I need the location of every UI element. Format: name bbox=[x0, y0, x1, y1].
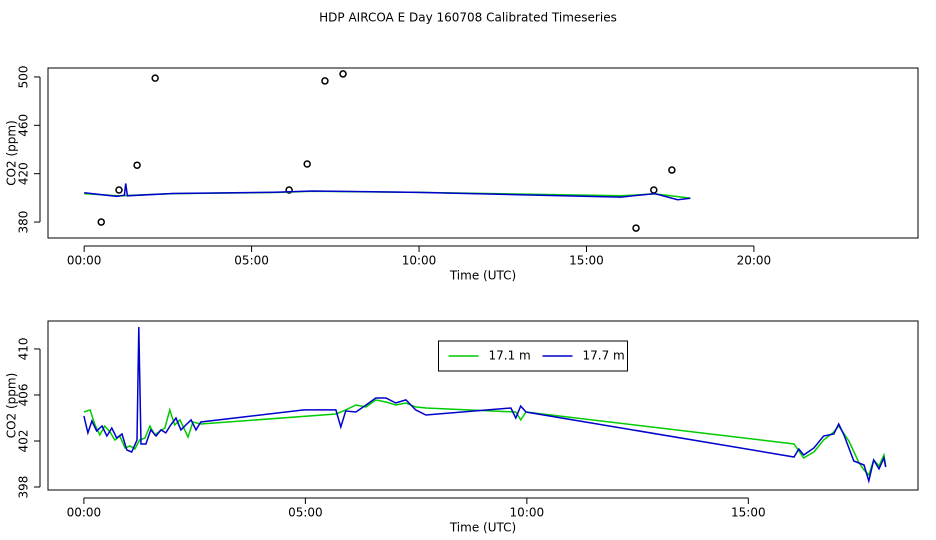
point bbox=[303, 160, 311, 168]
chart-title: HDP AIRCOA E Day 160708 Calibrated Times… bbox=[319, 11, 617, 25]
y-tick-label: 402 bbox=[17, 430, 31, 453]
x-tick-label: 05:00 bbox=[234, 254, 269, 268]
x-tick-label: 05:00 bbox=[288, 506, 323, 520]
point bbox=[133, 161, 141, 169]
x-tick-label: 10:00 bbox=[510, 506, 545, 520]
point bbox=[339, 70, 347, 78]
x-tick-label: 15:00 bbox=[731, 506, 766, 520]
legend-label: 17.7 m bbox=[583, 349, 625, 363]
legend-label: 17.1 m bbox=[489, 349, 531, 363]
y-tick-label: 410 bbox=[17, 338, 31, 361]
x-tick-label: 10:00 bbox=[402, 254, 437, 268]
y-axis-label: CO2 (ppm) bbox=[5, 120, 19, 186]
series-line bbox=[83, 326, 887, 484]
series-line bbox=[84, 183, 691, 201]
point bbox=[321, 77, 329, 85]
y-axis-label: CO2 (ppm) bbox=[5, 373, 19, 439]
point bbox=[97, 218, 105, 226]
y-tick-label: 500 bbox=[17, 65, 31, 88]
series-line bbox=[83, 399, 887, 477]
point bbox=[151, 74, 159, 82]
y-tick-label: 380 bbox=[17, 211, 31, 234]
point bbox=[632, 224, 640, 232]
point bbox=[668, 166, 676, 174]
point bbox=[285, 186, 293, 194]
x-axis-label: Time (UTC) bbox=[449, 521, 516, 535]
x-tick-label: 00:00 bbox=[67, 254, 102, 268]
y-tick-label: 398 bbox=[17, 476, 31, 499]
y-tick-label: 460 bbox=[17, 114, 31, 137]
x-axis-label: Time (UTC) bbox=[449, 269, 516, 283]
y-tick-label: 406 bbox=[17, 384, 31, 407]
point bbox=[115, 186, 123, 194]
plot-frame bbox=[47, 320, 919, 491]
x-tick-label: 00:00 bbox=[67, 506, 102, 520]
plot-frame bbox=[47, 67, 919, 239]
y-tick-label: 420 bbox=[17, 162, 31, 185]
point bbox=[650, 186, 658, 194]
x-tick-label: 15:00 bbox=[569, 254, 604, 268]
x-tick-label: 20:00 bbox=[737, 254, 772, 268]
